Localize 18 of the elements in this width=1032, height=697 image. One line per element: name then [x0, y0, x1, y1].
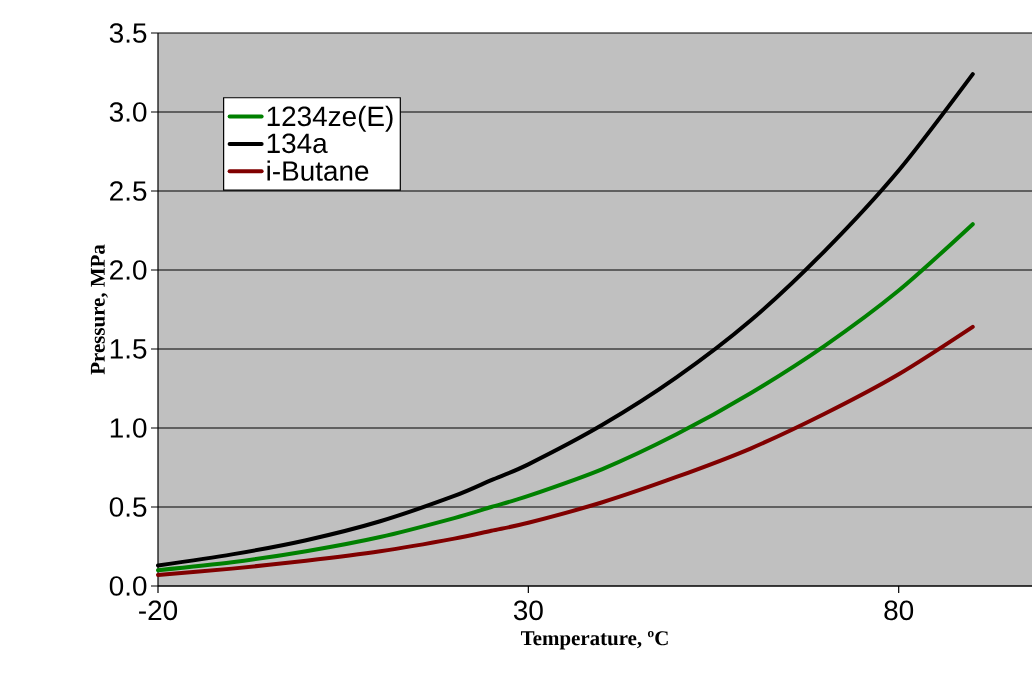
y-tick-label: 1.5: [110, 339, 147, 359]
x-tick-label: -20: [139, 600, 178, 621]
y-axis-title: Pressure, MPa: [90, 244, 108, 375]
x-tick-label: 80: [884, 600, 914, 621]
y-tick-label: 0.0: [109, 576, 147, 596]
y-tick-label: 3.0: [109, 102, 147, 122]
y-tick-label: 2.5: [110, 181, 147, 201]
legend-label: 134a: [267, 133, 328, 154]
y-tick-label: 1.0: [110, 418, 147, 438]
line-series: [156, 324, 975, 577]
x-tick-label: 30: [513, 600, 543, 621]
legend-label: i-Butane: [267, 160, 369, 181]
x-axis-title: Temperature, ºC: [520, 631, 668, 650]
line-series: [156, 222, 975, 573]
y-tick-label: 3.5: [109, 23, 147, 43]
legend-label: 1234ze(E): [267, 105, 393, 132]
y-tick-label: 2.0: [110, 260, 147, 280]
y-tick-label: 0.5: [109, 497, 147, 517]
